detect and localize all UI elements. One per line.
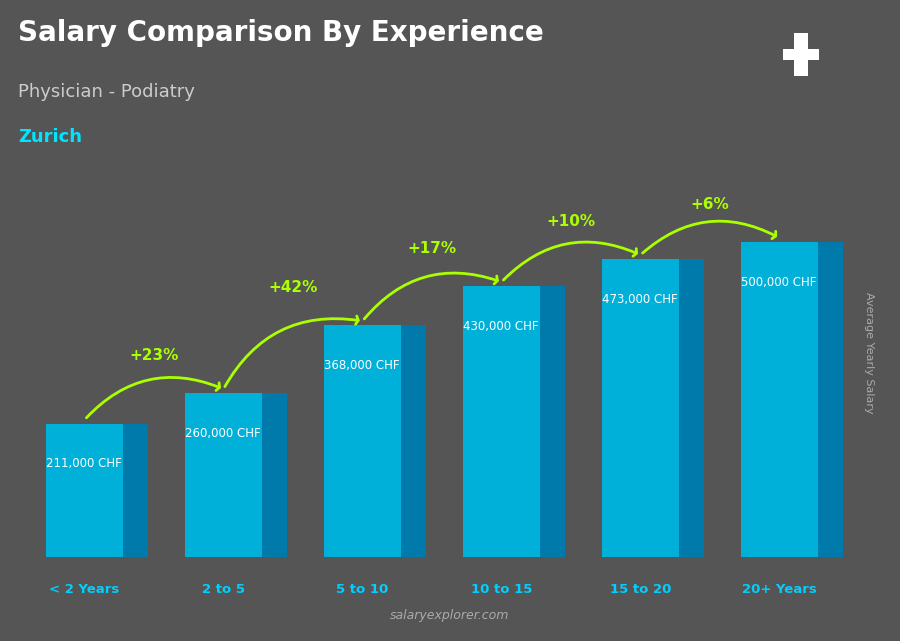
Text: 2 to 5: 2 to 5: [202, 583, 245, 596]
Text: Average Yearly Salary: Average Yearly Salary: [863, 292, 874, 413]
Text: 211,000 CHF: 211,000 CHF: [46, 458, 122, 470]
Text: salaryexplorer.com: salaryexplorer.com: [391, 609, 509, 622]
Bar: [783, 49, 819, 60]
Bar: [794, 33, 808, 76]
Polygon shape: [464, 287, 540, 557]
Polygon shape: [679, 260, 704, 557]
Polygon shape: [262, 394, 287, 557]
Text: < 2 Years: < 2 Years: [50, 583, 120, 596]
Text: +10%: +10%: [546, 213, 596, 229]
Polygon shape: [602, 260, 679, 557]
Polygon shape: [46, 424, 122, 557]
Text: +6%: +6%: [690, 197, 729, 212]
Text: 473,000 CHF: 473,000 CHF: [601, 292, 677, 306]
Text: +23%: +23%: [130, 348, 179, 363]
Text: 430,000 CHF: 430,000 CHF: [463, 320, 538, 333]
Polygon shape: [185, 394, 262, 557]
Text: 500,000 CHF: 500,000 CHF: [741, 276, 816, 288]
Text: 10 to 15: 10 to 15: [471, 583, 532, 596]
Text: +42%: +42%: [268, 280, 318, 295]
Polygon shape: [324, 326, 400, 557]
Text: 15 to 20: 15 to 20: [610, 583, 671, 596]
Text: Zurich: Zurich: [18, 128, 82, 146]
Text: 260,000 CHF: 260,000 CHF: [184, 427, 260, 440]
Text: Salary Comparison By Experience: Salary Comparison By Experience: [18, 19, 544, 47]
Polygon shape: [400, 326, 426, 557]
Text: Physician - Podiatry: Physician - Podiatry: [18, 83, 195, 101]
Polygon shape: [818, 242, 842, 557]
Text: +17%: +17%: [408, 241, 456, 256]
Polygon shape: [540, 287, 564, 557]
Text: 368,000 CHF: 368,000 CHF: [324, 358, 399, 372]
Polygon shape: [742, 242, 818, 557]
Polygon shape: [122, 424, 148, 557]
Text: 5 to 10: 5 to 10: [337, 583, 389, 596]
Text: 20+ Years: 20+ Years: [742, 583, 817, 596]
